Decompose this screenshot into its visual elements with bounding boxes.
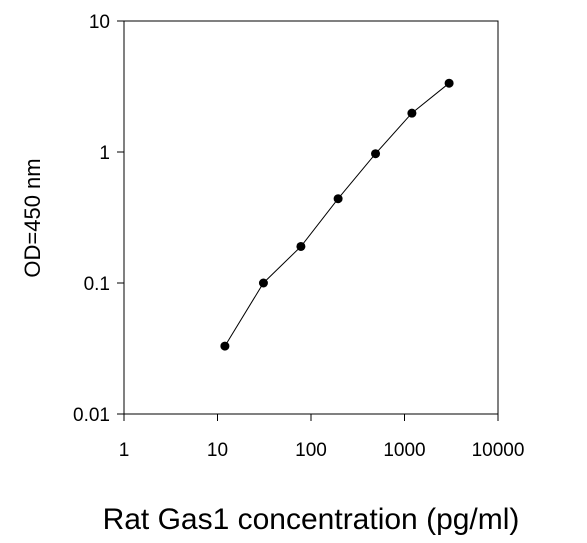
data-point	[407, 108, 417, 118]
x-tick-label: 10000	[472, 440, 525, 461]
data-point	[220, 341, 230, 351]
series-line	[224, 82, 450, 347]
y-tick-label: 0.1	[84, 274, 110, 295]
x-tick-label: 1000	[383, 440, 425, 461]
x-tick-label: 1	[119, 440, 130, 461]
x-tick-label: 100	[295, 440, 327, 461]
data-point	[444, 78, 454, 88]
y-tick-label: 0.01	[73, 405, 110, 426]
data-point	[333, 194, 343, 204]
y-tick-label: 10	[89, 12, 110, 33]
y-axis-title: OD=450 nm	[20, 158, 45, 277]
y-tick-label: 1	[99, 143, 110, 164]
x-tick-label: 10	[207, 440, 228, 461]
data-point	[296, 241, 306, 251]
x-ticks: 1 10 100 1000 10000	[119, 414, 525, 461]
y-ticks: 0.01 0.1 1 10	[73, 12, 124, 426]
data-point	[258, 278, 268, 288]
data-point	[371, 149, 381, 159]
plot-frame	[123, 20, 499, 415]
data-points	[220, 78, 454, 351]
x-axis-title: Rat Gas1 concentration (pg/ml)	[103, 503, 520, 536]
